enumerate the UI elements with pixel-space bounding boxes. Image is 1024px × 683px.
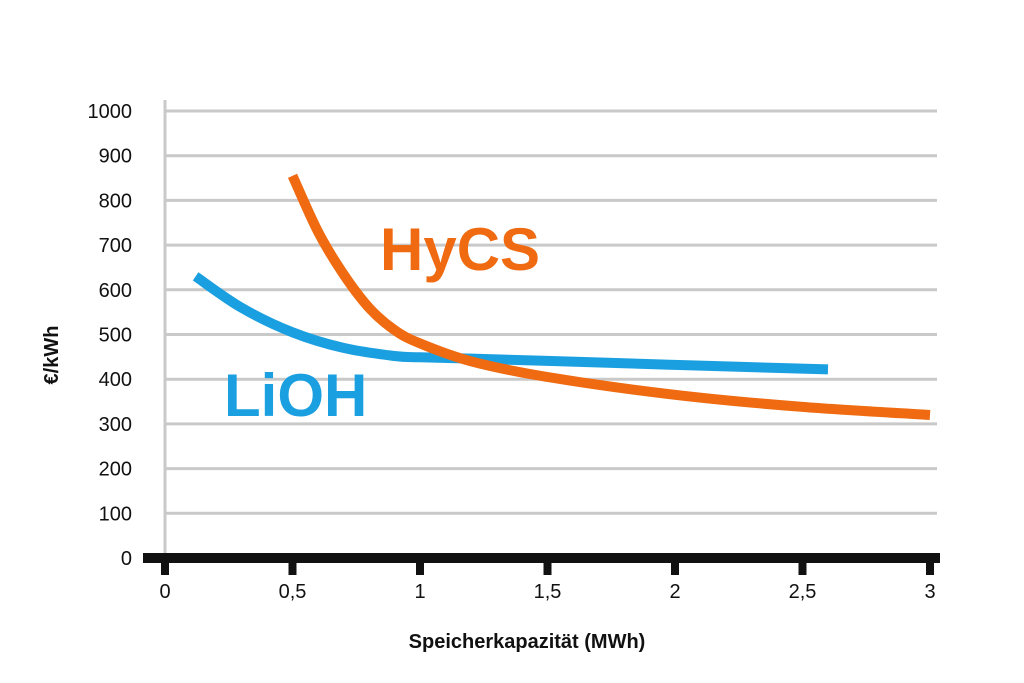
x-tick-label-3: 1,5 (534, 581, 562, 603)
series-line-lioh (192, 272, 829, 375)
x-tick-label-0: 0 (159, 581, 170, 603)
y-tick-label-0: 0 (121, 548, 132, 570)
x-tick-label-2: 1 (414, 581, 425, 603)
gridlines (165, 109, 937, 515)
y-axis-title: €/kWh (41, 326, 63, 385)
x-tick-label-1: 0,5 (279, 581, 307, 603)
series-label-lioh: LiOH (224, 362, 367, 429)
x-axis-title: Speicherkapazität (MWh) (409, 631, 646, 653)
x-axis: 0 0,5 1 1,5 2 2,5 3 (143, 553, 940, 603)
y-tick-label-700: 700 (99, 235, 132, 257)
y-tick-label-500: 500 (99, 325, 132, 347)
x-tick-label-5: 2,5 (789, 581, 817, 603)
y-tick-label-400: 400 (99, 369, 132, 391)
y-tick-label-600: 600 (99, 280, 132, 302)
series-line-hycs (287, 173, 931, 420)
series-group (192, 173, 931, 420)
y-tick-label-200: 200 (99, 459, 132, 481)
y-axis: 0 100 200 300 400 500 600 700 800 900 1000 (88, 100, 167, 570)
y-tick-label-900: 900 (99, 146, 132, 168)
series-labels: LiOH HyCS (224, 216, 540, 429)
y-tick-label-1000: 1000 (88, 101, 133, 123)
y-tick-label-300: 300 (99, 414, 132, 436)
y-tick-label-800: 800 (99, 190, 132, 212)
series-label-hycs: HyCS (380, 216, 540, 283)
y-tick-label-100: 100 (99, 503, 132, 525)
x-tick-label-6: 3 (924, 581, 935, 603)
x-tick-label-4: 2 (669, 581, 680, 603)
